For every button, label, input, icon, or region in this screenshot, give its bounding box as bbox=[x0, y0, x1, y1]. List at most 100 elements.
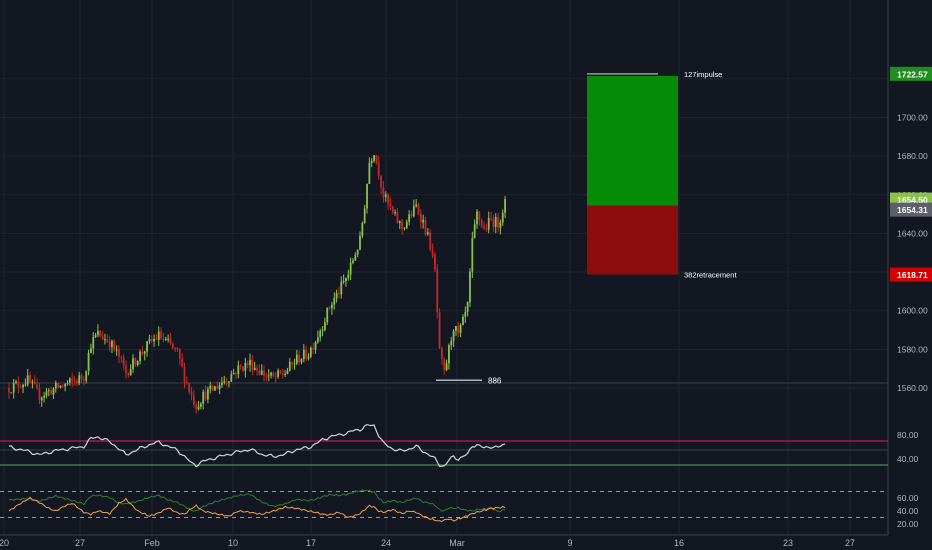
candle-body bbox=[429, 232, 432, 250]
candle-body bbox=[324, 322, 326, 330]
candle-body bbox=[305, 349, 308, 359]
candle-body bbox=[125, 365, 127, 374]
candle-body bbox=[188, 382, 191, 392]
candle-body bbox=[356, 249, 359, 255]
oscillator-pane[interactable]: 60.00 40.00 20.00 bbox=[0, 489, 919, 529]
candle-body bbox=[185, 382, 188, 384]
candle-body bbox=[92, 337, 95, 349]
candle-body bbox=[433, 253, 436, 270]
candle-body bbox=[75, 380, 78, 384]
time-tick-label: 27 bbox=[75, 538, 85, 548]
candle-body bbox=[148, 339, 151, 342]
candle-body bbox=[54, 382, 57, 389]
candle-body bbox=[26, 375, 29, 385]
candle-body bbox=[17, 381, 20, 387]
candle-body bbox=[368, 162, 371, 185]
candle-body bbox=[115, 349, 118, 351]
candle-body bbox=[295, 354, 298, 364]
candle-body bbox=[237, 365, 240, 375]
candle-body bbox=[270, 372, 272, 376]
candle-body bbox=[50, 390, 53, 395]
price-tick-label: 1700.00 bbox=[897, 112, 928, 122]
candle-body bbox=[52, 388, 55, 395]
candle-body bbox=[162, 338, 165, 340]
candle-body bbox=[391, 206, 394, 213]
candle-body bbox=[382, 187, 385, 198]
candle-body bbox=[97, 330, 99, 336]
candle-body bbox=[272, 372, 275, 377]
candle-body bbox=[312, 347, 315, 350]
time-tick-label: 23 bbox=[783, 538, 793, 548]
candle-body bbox=[230, 374, 233, 382]
candle-body bbox=[478, 211, 481, 221]
candle-body bbox=[207, 389, 209, 400]
osc-tick-label: 20.00 bbox=[897, 519, 919, 529]
candle-body bbox=[106, 339, 109, 342]
candle-body bbox=[445, 363, 448, 370]
candle-body bbox=[197, 406, 200, 410]
time-axis-bg bbox=[0, 535, 932, 550]
candle-body bbox=[253, 367, 256, 371]
candle-body bbox=[134, 358, 137, 366]
candle-body bbox=[375, 155, 378, 163]
rsi-pane[interactable]: 80.00 40.00 bbox=[0, 423, 919, 468]
osc-green-line bbox=[8, 489, 506, 513]
candle-body bbox=[405, 221, 408, 228]
candle-body bbox=[169, 338, 172, 344]
candle-body bbox=[408, 214, 411, 222]
candle-body bbox=[335, 293, 338, 299]
candle-body bbox=[274, 376, 277, 378]
impulse-label: 127impulse bbox=[684, 70, 722, 79]
candle-body bbox=[258, 370, 261, 375]
candle-body bbox=[345, 277, 347, 282]
candle-body bbox=[354, 254, 357, 261]
axes: 1560.001580.001600.001620.001640.001660.… bbox=[0, 66, 932, 550]
price-tag-label: 1722.57 bbox=[897, 69, 928, 79]
candle-body bbox=[164, 338, 167, 340]
candle-body bbox=[342, 281, 345, 283]
candle-body bbox=[319, 330, 322, 338]
candle-body bbox=[492, 218, 495, 227]
candle-body bbox=[473, 224, 476, 238]
candle-body bbox=[361, 222, 364, 236]
candle-body bbox=[15, 381, 17, 383]
candle-body bbox=[455, 325, 457, 331]
osc-tick-label: 60.00 bbox=[897, 493, 919, 503]
candle-body bbox=[211, 385, 214, 391]
candle-body bbox=[333, 298, 336, 305]
candle-body bbox=[160, 331, 162, 339]
candle-body bbox=[29, 375, 31, 382]
candle-body bbox=[263, 370, 265, 376]
candle-body bbox=[293, 363, 296, 365]
candlestick-series[interactable] bbox=[8, 154, 506, 414]
price-tick-label: 1560.00 bbox=[897, 383, 928, 393]
candle-body bbox=[132, 358, 134, 370]
candle-body bbox=[157, 331, 160, 340]
candle-body bbox=[153, 338, 155, 342]
candle-body bbox=[504, 199, 506, 213]
candle-body bbox=[403, 227, 406, 229]
candle-body bbox=[366, 184, 368, 209]
candle-body bbox=[291, 361, 294, 364]
candle-body bbox=[298, 354, 301, 363]
candle-body bbox=[331, 304, 333, 309]
candle-body bbox=[40, 397, 43, 401]
candle-body bbox=[129, 369, 132, 376]
candle-body bbox=[422, 219, 425, 223]
candle-body bbox=[314, 342, 317, 350]
candle-body bbox=[85, 370, 88, 381]
rsi-line bbox=[9, 423, 506, 468]
candle-body bbox=[10, 392, 13, 394]
candle-body bbox=[340, 281, 343, 295]
candle-body bbox=[71, 378, 74, 381]
candle-body bbox=[387, 194, 389, 204]
candle-body bbox=[99, 330, 102, 337]
candle-body bbox=[235, 372, 237, 375]
price-tick-label: 1580.00 bbox=[897, 344, 928, 354]
candle-body bbox=[218, 385, 221, 390]
candle-body bbox=[167, 338, 170, 340]
candle-body bbox=[363, 208, 366, 223]
candle-body bbox=[300, 359, 303, 363]
candle-body bbox=[426, 232, 429, 235]
